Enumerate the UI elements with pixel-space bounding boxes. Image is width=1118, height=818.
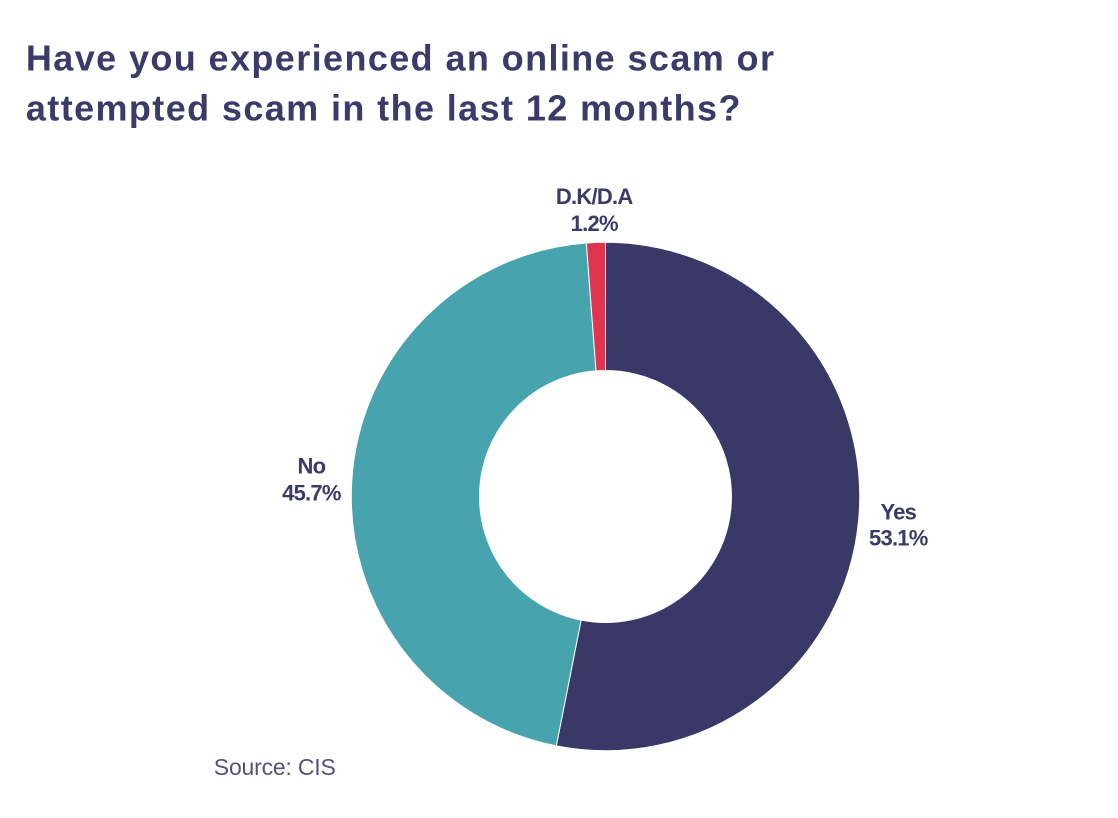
svg-text:Have you experienced an online: Have you experienced an online scam or	[26, 37, 775, 78]
svg-text:53.1%: 53.1%	[869, 526, 928, 551]
svg-text:Yes: Yes	[880, 500, 916, 525]
svg-text:attempted scam in the last 12: attempted scam in the last 12 months?	[26, 87, 742, 128]
svg-text:1.2%: 1.2%	[571, 211, 618, 236]
svg-text:D.K/D.A: D.K/D.A	[556, 184, 634, 209]
svg-text:45.7%: 45.7%	[282, 481, 341, 506]
svg-text:Source: CIS: Source: CIS	[214, 754, 336, 780]
svg-text:No: No	[297, 454, 325, 479]
